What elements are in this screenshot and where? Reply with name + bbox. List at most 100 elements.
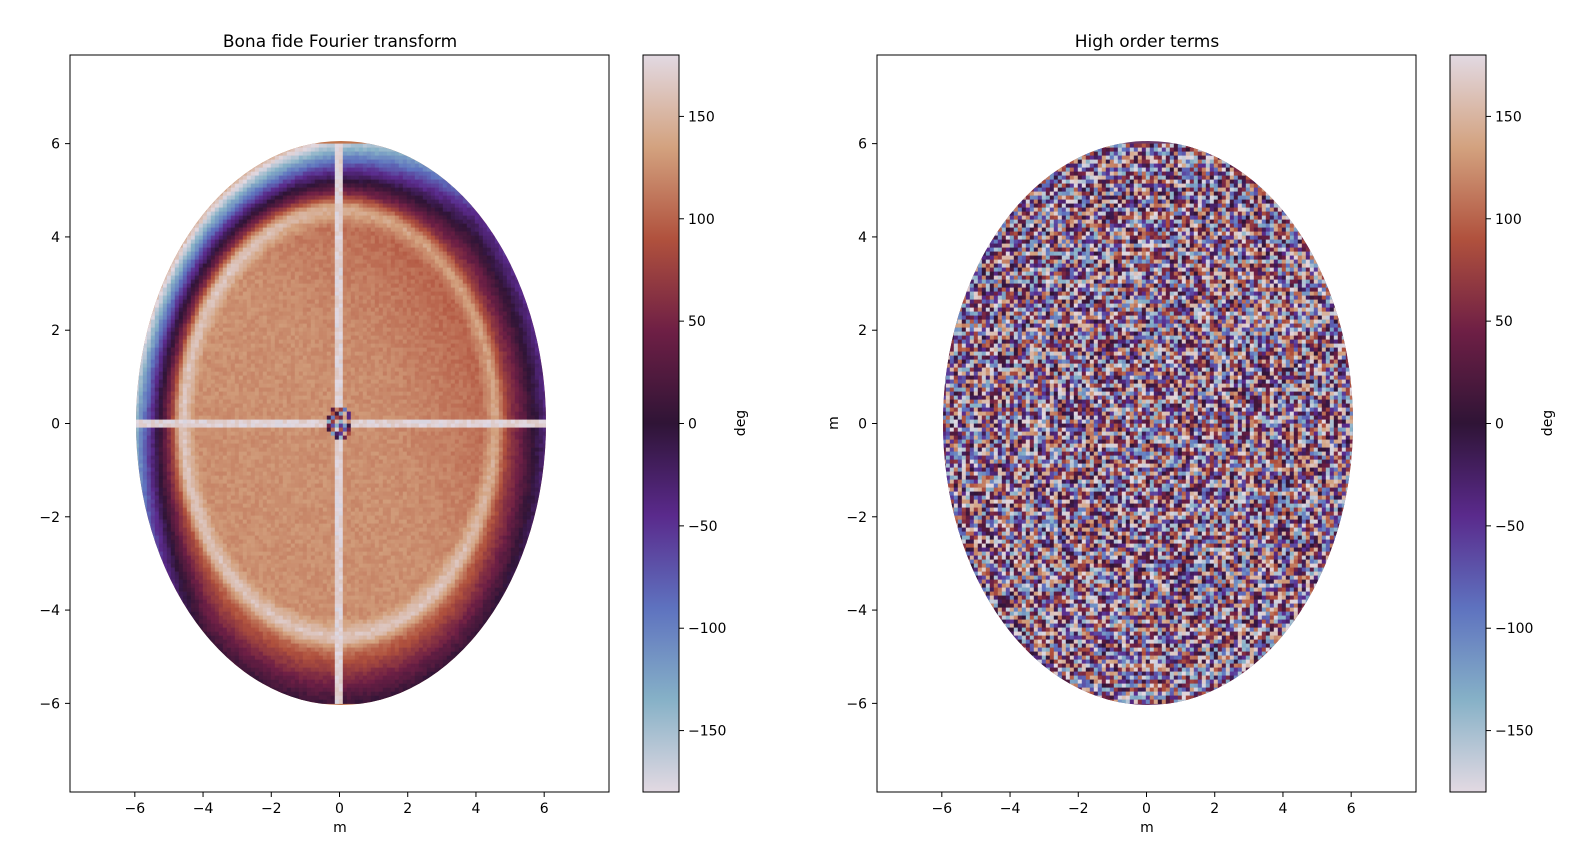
heatmap-cell <box>394 219 400 224</box>
heatmap-cell <box>450 275 456 280</box>
heatmap-cell <box>338 207 344 212</box>
heatmap-cell <box>162 335 168 340</box>
heatmap-cell <box>194 379 200 384</box>
heatmap-cell <box>278 187 284 192</box>
heatmap-cell <box>406 175 412 180</box>
heatmap-cell <box>382 231 388 236</box>
heatmap-cell <box>230 215 236 220</box>
heatmap-cell <box>158 283 164 288</box>
heatmap-cell <box>170 267 176 272</box>
heatmap-cell <box>486 263 492 268</box>
heatmap-cell <box>150 311 156 316</box>
heatmap-cell <box>306 279 312 284</box>
heatmap-cell <box>274 363 280 368</box>
heatmap-cell <box>346 387 352 392</box>
heatmap-cell <box>478 299 484 304</box>
heatmap-cell <box>154 319 160 324</box>
heatmap-cell <box>174 363 180 368</box>
heatmap-cell <box>254 171 260 176</box>
heatmap-cell <box>136 375 140 380</box>
heatmap-cell <box>474 335 480 340</box>
heatmap-cell <box>406 259 412 264</box>
heatmap-cell <box>358 267 364 272</box>
heatmap-cell <box>354 211 360 216</box>
heatmap-cell <box>162 367 168 372</box>
heatmap-cell <box>478 303 484 308</box>
heatmap-cell <box>322 371 328 376</box>
heatmap-cell <box>322 255 328 260</box>
heatmap-cell <box>310 383 316 388</box>
heatmap-cell <box>458 247 464 252</box>
heatmap-cell <box>318 299 324 304</box>
heatmap-cell <box>446 319 452 324</box>
heatmap-cell <box>326 247 332 252</box>
heatmap-cell <box>370 199 376 204</box>
heatmap-cell <box>478 247 484 252</box>
heatmap-cell <box>442 247 448 252</box>
heatmap-cell <box>414 379 420 384</box>
heatmap-cell <box>270 255 276 260</box>
heatmap-cell <box>478 227 484 232</box>
heatmap-cell <box>410 163 416 168</box>
heatmap-cell <box>402 287 408 292</box>
heatmap-cell <box>166 319 172 324</box>
heatmap-cell <box>298 307 304 312</box>
heatmap-cell <box>330 375 336 380</box>
heatmap-cell <box>386 239 392 244</box>
heatmap-cell <box>470 323 476 328</box>
heatmap-cell <box>450 199 456 204</box>
heatmap-cell <box>438 375 444 380</box>
heatmap-cell <box>430 387 436 392</box>
heatmap-cell <box>386 255 392 260</box>
heatmap-cell <box>254 219 260 224</box>
heatmap-cell <box>350 215 356 220</box>
heatmap-cell <box>310 175 316 180</box>
heatmap-cell <box>142 387 148 392</box>
heatmap-cell <box>358 199 364 204</box>
heatmap-cell <box>322 279 328 284</box>
heatmap-cell <box>430 171 436 176</box>
heatmap-cell <box>366 155 372 160</box>
heatmap-cell <box>326 167 332 172</box>
heatmap-cell <box>162 283 168 288</box>
heatmap-cell <box>502 363 508 368</box>
heatmap-cell <box>494 351 500 356</box>
heatmap-cell <box>406 163 412 168</box>
heatmap-cell <box>262 323 268 328</box>
heatmap-cell <box>458 371 464 376</box>
heatmap-cell <box>194 223 200 228</box>
heatmap-cell <box>386 199 392 204</box>
heatmap-cell <box>190 299 196 304</box>
heatmap-cell <box>262 375 268 380</box>
heatmap-cell <box>250 331 256 336</box>
heatmap-cell <box>462 359 468 364</box>
heatmap-cell <box>398 183 404 188</box>
heatmap-cell <box>426 335 432 340</box>
heatmap-cell <box>466 343 472 348</box>
heatmap-cell <box>386 371 392 376</box>
heatmap-cell <box>434 327 440 332</box>
heatmap-cell <box>338 283 344 288</box>
heatmap-cell <box>470 351 476 356</box>
heatmap-cell <box>506 331 512 336</box>
heatmap-cell <box>230 343 236 348</box>
heatmap-cell <box>410 347 416 352</box>
heatmap-cell <box>334 227 340 232</box>
heatmap-cell <box>358 331 364 336</box>
heatmap-cell <box>322 267 328 272</box>
heatmap-cell <box>382 283 388 288</box>
heatmap-cell <box>250 195 256 200</box>
heatmap-cell <box>434 211 440 216</box>
heatmap-cell <box>298 363 304 368</box>
heatmap-cell <box>282 207 288 212</box>
heatmap-cell <box>262 283 268 288</box>
heatmap-cell <box>402 259 408 264</box>
heatmap-cell <box>278 375 284 380</box>
heatmap-cell <box>298 155 304 160</box>
heatmap-cell <box>210 195 216 200</box>
heatmap-cell <box>394 223 400 228</box>
heatmap-cell <box>530 327 536 332</box>
heatmap-cell <box>162 355 168 360</box>
heatmap-cell <box>478 267 484 272</box>
heatmap-cell <box>454 327 460 332</box>
